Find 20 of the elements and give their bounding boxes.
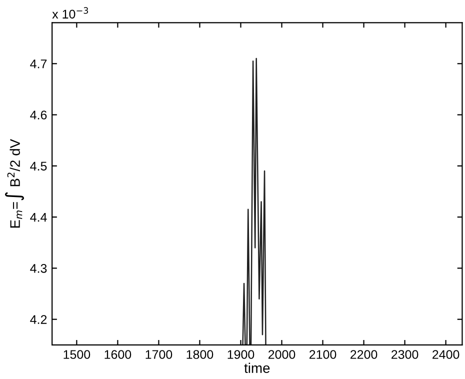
x-tick-label: 1600 bbox=[104, 350, 132, 359]
y-tick-label: 4.7 bbox=[30, 60, 47, 68]
x-tick-label: 2400 bbox=[432, 350, 460, 359]
x-tick-label: 2200 bbox=[350, 350, 378, 359]
x-axis-title: time bbox=[244, 362, 270, 373]
x-tick-label: 2300 bbox=[392, 350, 418, 359]
y-tick-label: 4.4 bbox=[30, 212, 47, 222]
y-tick-label: 4.3 bbox=[30, 264, 47, 273]
x-tick-label: 1900 bbox=[228, 350, 254, 359]
y-tick-label: 4.6 bbox=[30, 110, 47, 120]
x-tick-label: 2000 bbox=[268, 350, 296, 359]
x-tick-label: 1700 bbox=[146, 350, 172, 359]
text: x 10$^{−3}$ bbox=[52, 7, 88, 19]
x-tick-label: 1800 bbox=[186, 350, 214, 359]
y-tick-label: 4.2 bbox=[30, 315, 47, 324]
y-axis-title: E$_{m}$=∫ B$^{2}$/2 dV bbox=[4, 138, 24, 228]
x-tick-label: 2100 bbox=[309, 350, 336, 359]
line-series bbox=[242, 58, 266, 345]
y-tick-label: 4.5 bbox=[30, 162, 47, 171]
x-tick-label: 1500 bbox=[64, 350, 90, 359]
